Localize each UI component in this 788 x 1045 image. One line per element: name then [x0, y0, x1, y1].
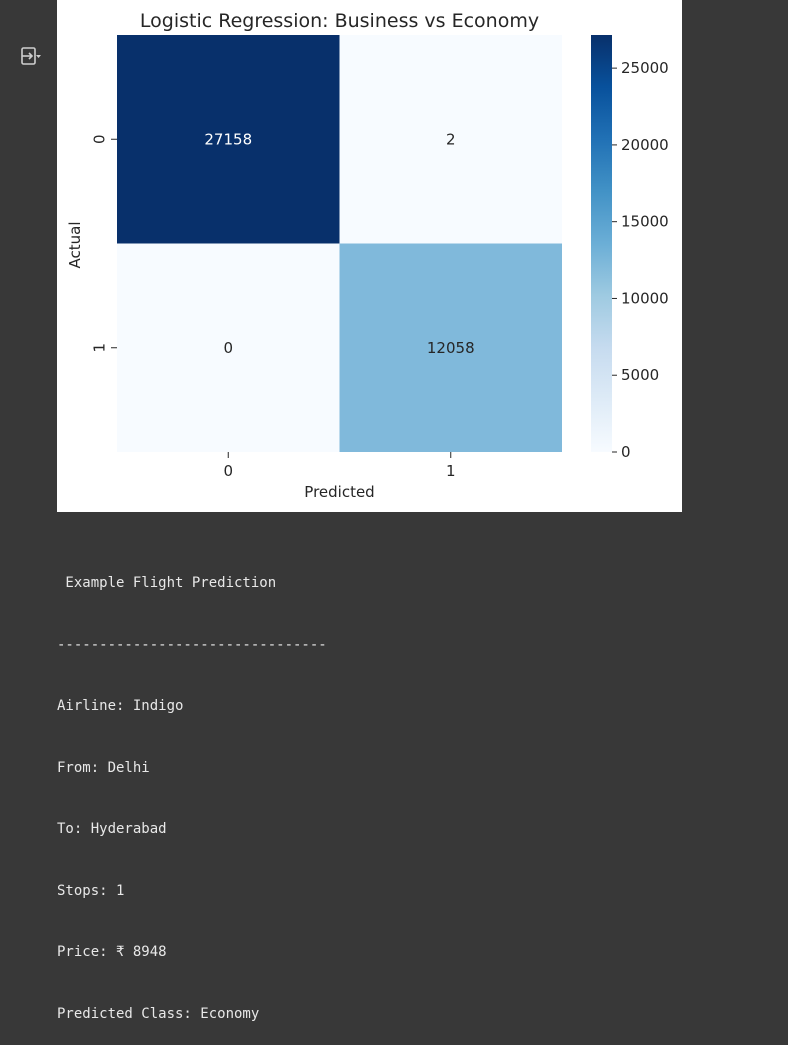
y-axis-label: Actual	[66, 222, 84, 269]
cell-value-0-0: 27158	[204, 130, 252, 148]
output-collapse-glyph	[21, 47, 41, 65]
colorbar-tick-label-15000: 15000	[621, 213, 669, 231]
x-tick-label-0: 0	[223, 462, 233, 480]
heatmap-cell-1-1	[339, 243, 562, 452]
example-separator: --------------------------------	[57, 636, 327, 653]
example-heading: Example Flight Prediction	[57, 575, 277, 591]
cell-gutter	[0, 0, 57, 706]
heatmap-cell-0-1	[339, 35, 562, 244]
x-axis-label: Predicted	[304, 483, 374, 501]
output-collapse-icon[interactable]	[18, 44, 42, 68]
y-tick-label-1: 1	[91, 343, 109, 353]
colorbar-tick-label-0: 0	[621, 443, 631, 461]
colorbar-tick-label-25000: 25000	[621, 59, 669, 77]
colorbar-tick-label-10000: 10000	[621, 289, 669, 307]
colorbar-tick-label-20000: 20000	[621, 136, 669, 154]
y-tick-label-0: 0	[91, 134, 109, 144]
chart-title: Logistic Regression: Business vs Economy	[140, 10, 539, 32]
confusion-matrix-heatmap: Logistic Regression: Business vs Economy…	[66, 10, 669, 501]
example-price: Price: ₹ 8948	[57, 944, 167, 960]
example-predicted-class: Predicted Class: Economy	[57, 1005, 260, 1022]
example-stops: Stops: 1	[57, 882, 125, 899]
heatmap-cell-1-0	[117, 243, 340, 452]
cell-value-0-1: 2	[446, 130, 456, 148]
cell-value-1-1: 12058	[427, 339, 475, 357]
example-prediction-output: Example Flight Prediction --------------…	[57, 532, 327, 1045]
heatmap-figure: Logistic Regression: Business vs Economy…	[57, 0, 682, 512]
example-airline: Airline: Indigo	[57, 698, 184, 714]
example-to: To: Hyderabad	[57, 821, 167, 837]
colorbar	[591, 35, 612, 452]
x-tick-label-1: 1	[446, 462, 456, 480]
heatmap-cell-0-0	[117, 35, 340, 244]
colorbar-tick-label-5000: 5000	[621, 366, 659, 384]
example-from: From: Delhi	[57, 759, 150, 776]
cell-value-1-0: 0	[223, 339, 233, 357]
